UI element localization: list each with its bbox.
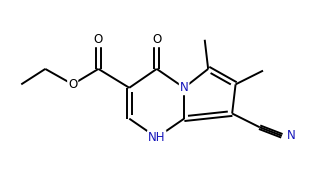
Text: O: O bbox=[94, 33, 103, 46]
Text: O: O bbox=[152, 33, 161, 46]
Text: NH: NH bbox=[148, 131, 166, 144]
Text: O: O bbox=[68, 78, 77, 91]
Text: N: N bbox=[287, 129, 296, 142]
Text: N: N bbox=[180, 81, 188, 94]
